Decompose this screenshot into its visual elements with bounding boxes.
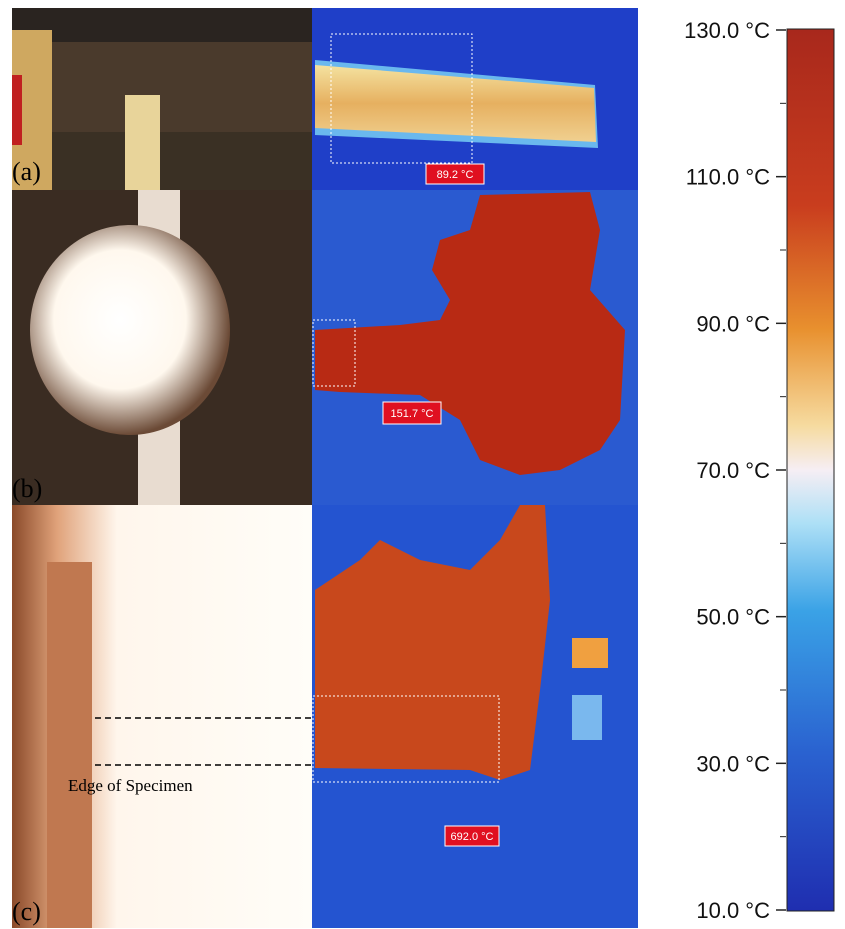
annotation: Edge of Specimen [68,776,193,795]
figure: 89.2 °C (a) 151.7 °C (b) Edge of Specime… [0,0,845,929]
tick-label: 10.0 °C [696,898,770,923]
thermal-spot [572,638,608,668]
tick-label: 50.0 °C [696,605,770,630]
tick-label: 30.0 °C [696,751,770,776]
tick-label: 110.0 °C [686,165,770,190]
clamp [12,75,22,145]
flash [30,225,230,435]
thermal-spot [572,695,602,740]
colorbar [787,29,834,911]
tick-label: 130.0 °C [684,18,770,43]
specimen [52,42,312,132]
tick-label: 70.0 °C [696,458,770,483]
panel-label: (a) [12,157,41,186]
readout: 692.0 °C [451,831,494,843]
readout: 151.7 °C [391,408,434,420]
page: {"panels": [ {"label": "(a)", "readout":… [0,0,845,929]
specimen [47,562,92,928]
panel-label: (b) [12,474,42,503]
tick-label: 90.0 °C [696,311,770,336]
panel-label: (c) [12,897,41,926]
readout: 89.2 °C [437,169,474,181]
post [125,95,160,190]
colorbar-axis: 130.0 °C 110.0 °C 90.0 °C 70.0 °C 50.0 °C 30.… [684,18,786,923]
